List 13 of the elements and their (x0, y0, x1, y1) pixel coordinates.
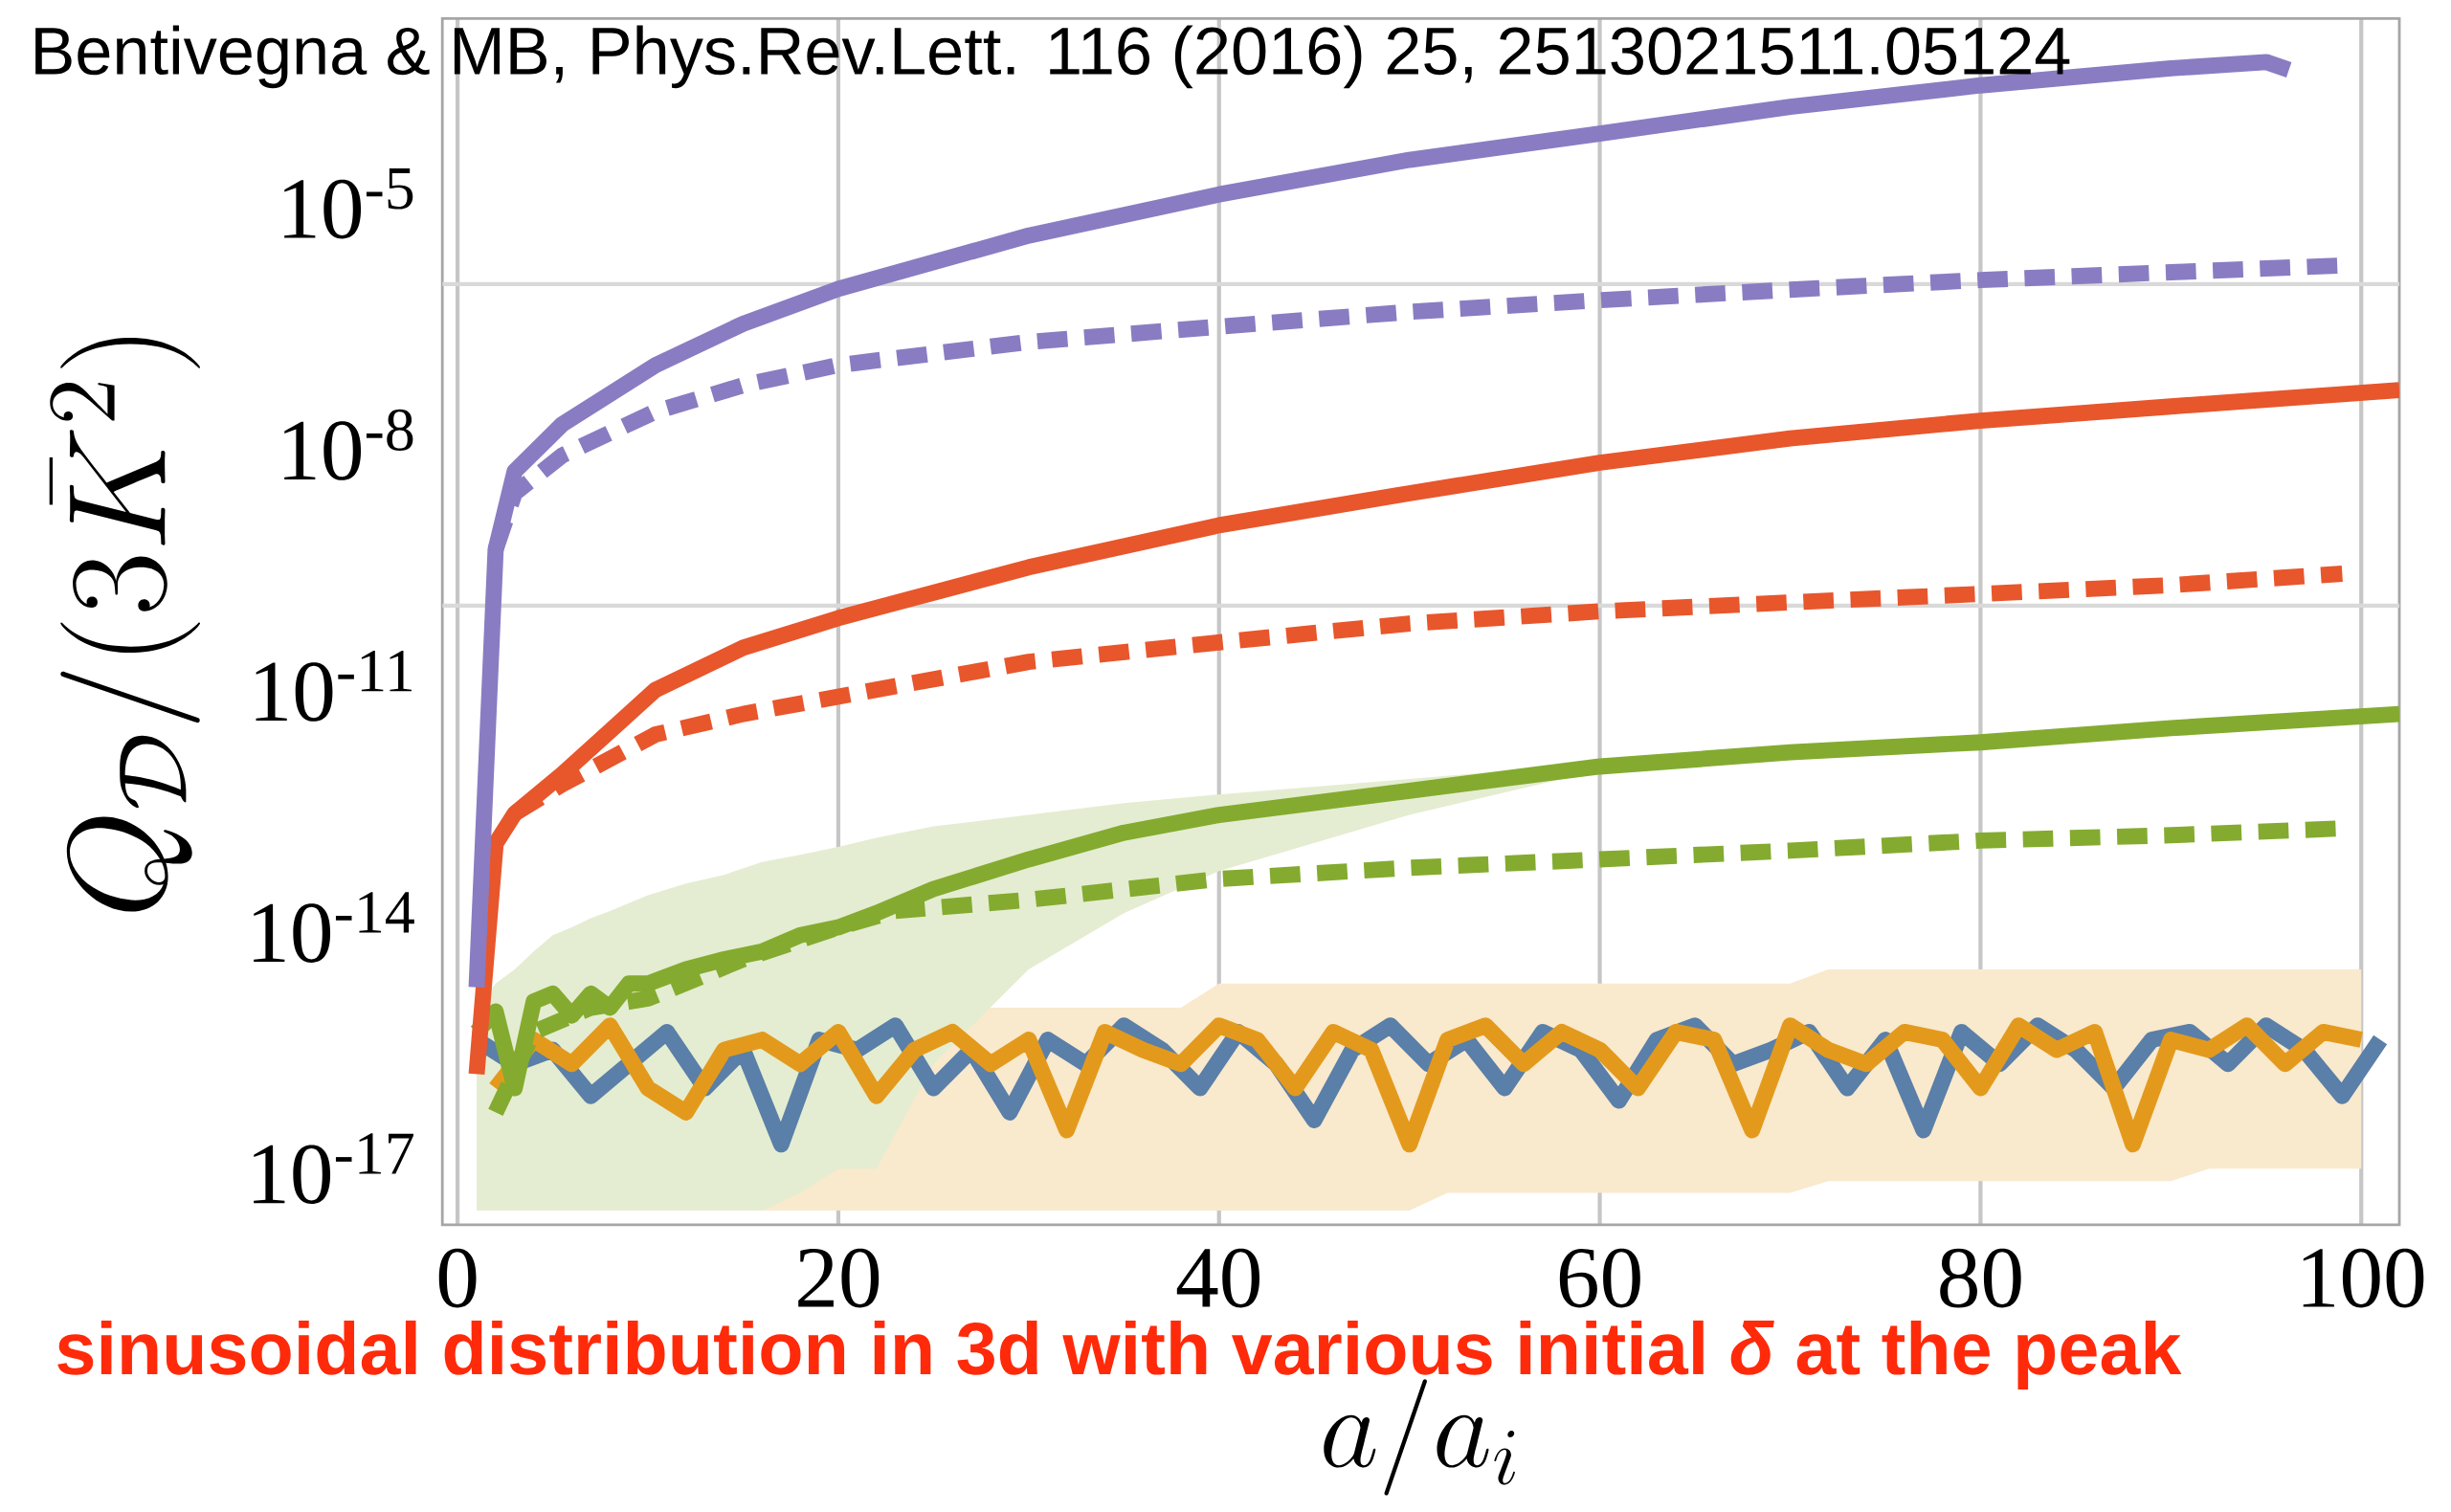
y-tick-label: 10$^{-14}$ (254, 892, 414, 963)
chart-title: Bentivegna & MB, Phys.Rev.Lett. 116 (2016) 25, 2513021511.05124 (35, 25, 2070, 89)
x-tick-label: 40 (1176, 1248, 1259, 1308)
x-tick-label: 100 (2303, 1248, 2424, 1308)
x-tick-label: 60 (1559, 1248, 1640, 1308)
y-axis-title: $Q_{\mathcal{D}}/(3\bar{K}^2)$ (49, 338, 200, 912)
y-tick-label: 10$^{-11}$ (256, 651, 412, 722)
x-tick-label: 80 (1940, 1248, 2021, 1308)
y-tick-label: 10$^{-17}$ (254, 1133, 413, 1205)
y-tick-label: 10$^{-5}$ (284, 168, 413, 239)
y-tick-label: 10$^{-8}$ (284, 409, 413, 480)
x-tick-label: 20 (798, 1248, 880, 1308)
x-tick-label: 0 (438, 1248, 477, 1308)
